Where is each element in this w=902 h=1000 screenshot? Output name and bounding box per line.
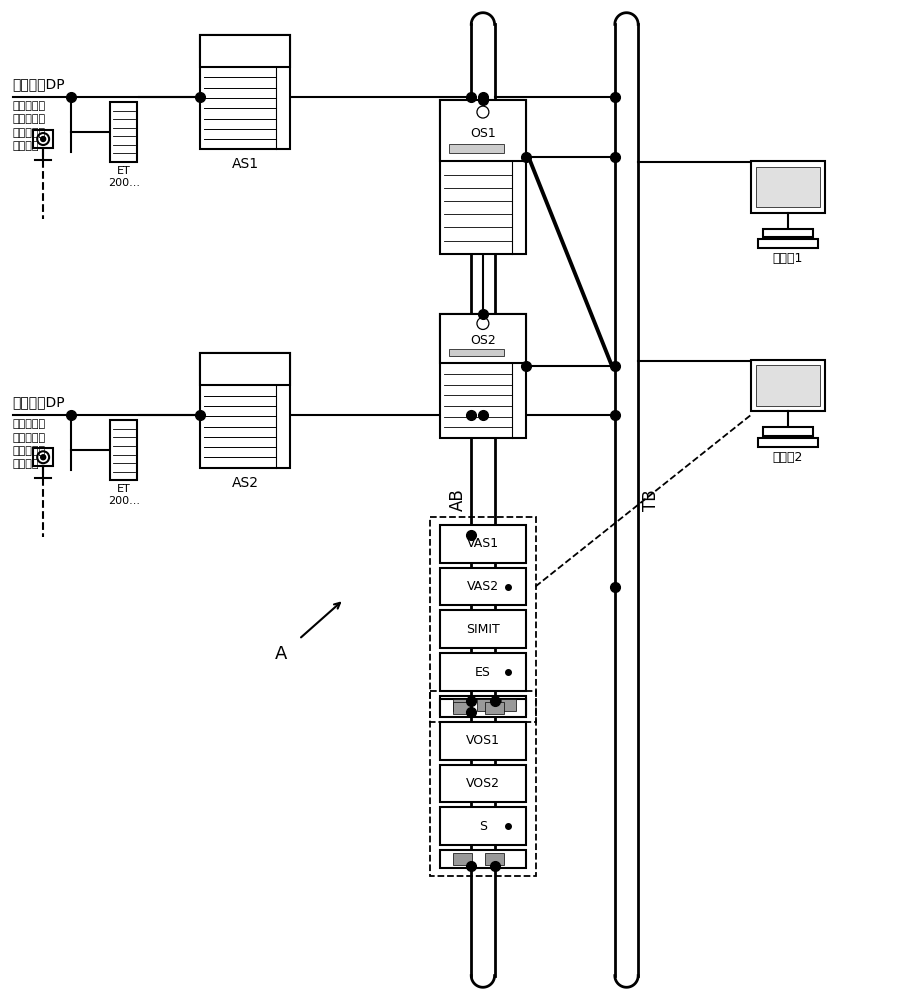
FancyBboxPatch shape — [440, 568, 525, 605]
FancyBboxPatch shape — [200, 35, 290, 149]
FancyBboxPatch shape — [440, 807, 525, 845]
Text: A: A — [274, 645, 287, 663]
FancyBboxPatch shape — [440, 100, 525, 254]
FancyBboxPatch shape — [440, 696, 525, 714]
Text: 现场总线DP: 现场总线DP — [13, 396, 65, 410]
FancyBboxPatch shape — [200, 353, 290, 468]
Text: VOS2: VOS2 — [465, 777, 500, 790]
FancyBboxPatch shape — [762, 427, 812, 436]
Text: ET: ET — [117, 166, 131, 176]
Text: SIMIT: SIMIT — [465, 623, 499, 636]
Text: OS1: OS1 — [470, 127, 495, 140]
FancyBboxPatch shape — [448, 144, 503, 153]
Text: 200...: 200... — [108, 496, 140, 506]
Text: 可寻址远程
传感器高速
通道的开放
通信协议: 可寻址远程 传感器高速 通道的开放 通信协议 — [13, 419, 46, 469]
FancyBboxPatch shape — [750, 360, 824, 411]
Text: 现场总线DP: 现场总线DP — [13, 77, 65, 91]
FancyBboxPatch shape — [453, 699, 468, 711]
FancyBboxPatch shape — [440, 100, 525, 161]
Text: 客户端1: 客户端1 — [772, 252, 803, 265]
Text: AS1: AS1 — [231, 157, 258, 171]
FancyBboxPatch shape — [200, 35, 290, 67]
FancyBboxPatch shape — [485, 702, 503, 714]
Text: VAS2: VAS2 — [466, 580, 499, 593]
FancyBboxPatch shape — [440, 722, 525, 760]
FancyBboxPatch shape — [440, 610, 525, 648]
Text: 客户端2: 客户端2 — [772, 451, 803, 464]
FancyBboxPatch shape — [762, 229, 812, 237]
FancyBboxPatch shape — [33, 130, 53, 148]
FancyBboxPatch shape — [33, 448, 53, 466]
Text: ET: ET — [117, 484, 131, 494]
Text: VAS1: VAS1 — [466, 537, 499, 550]
FancyBboxPatch shape — [440, 699, 525, 717]
FancyBboxPatch shape — [750, 161, 824, 213]
FancyBboxPatch shape — [758, 239, 817, 248]
Text: TB: TB — [641, 489, 659, 511]
Circle shape — [41, 455, 46, 460]
Text: 可寻址远程
传感器高速
通道的开放
通信协议: 可寻址远程 传感器高速 通道的开放 通信协议 — [13, 101, 46, 151]
FancyBboxPatch shape — [440, 314, 525, 363]
Text: VOS1: VOS1 — [465, 734, 500, 747]
FancyBboxPatch shape — [440, 765, 525, 802]
Circle shape — [41, 137, 46, 142]
FancyBboxPatch shape — [453, 702, 472, 714]
FancyBboxPatch shape — [448, 349, 503, 356]
FancyBboxPatch shape — [110, 420, 137, 480]
FancyBboxPatch shape — [501, 699, 516, 711]
FancyBboxPatch shape — [440, 850, 525, 868]
FancyBboxPatch shape — [758, 438, 817, 447]
FancyBboxPatch shape — [485, 853, 503, 865]
FancyBboxPatch shape — [200, 353, 290, 385]
FancyBboxPatch shape — [476, 699, 492, 711]
Text: ES: ES — [474, 666, 491, 679]
Text: OS2: OS2 — [470, 334, 495, 347]
Text: 200...: 200... — [108, 178, 140, 188]
FancyBboxPatch shape — [440, 314, 525, 438]
FancyBboxPatch shape — [110, 102, 137, 162]
FancyBboxPatch shape — [756, 167, 819, 207]
FancyBboxPatch shape — [440, 653, 525, 691]
FancyBboxPatch shape — [440, 525, 525, 563]
Text: AS2: AS2 — [231, 476, 258, 490]
FancyBboxPatch shape — [453, 853, 472, 865]
Text: AB: AB — [449, 489, 466, 511]
FancyBboxPatch shape — [756, 365, 819, 406]
Text: S: S — [478, 820, 486, 833]
